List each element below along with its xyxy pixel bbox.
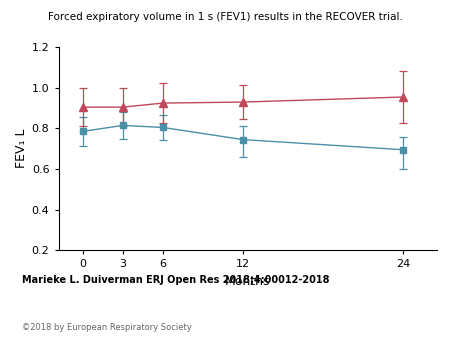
Text: Marieke L. Duiverman ERJ Open Res 2018;4:00012-2018: Marieke L. Duiverman ERJ Open Res 2018;4…: [22, 275, 330, 286]
Text: ©2018 by European Respiratory Society: ©2018 by European Respiratory Society: [22, 323, 192, 332]
Text: Forced expiratory volume in 1 s (FEV1) results in the RECOVER trial.: Forced expiratory volume in 1 s (FEV1) r…: [48, 12, 402, 22]
X-axis label: Months: Months: [225, 275, 270, 288]
Y-axis label: FEV₁ L: FEV₁ L: [14, 129, 27, 168]
